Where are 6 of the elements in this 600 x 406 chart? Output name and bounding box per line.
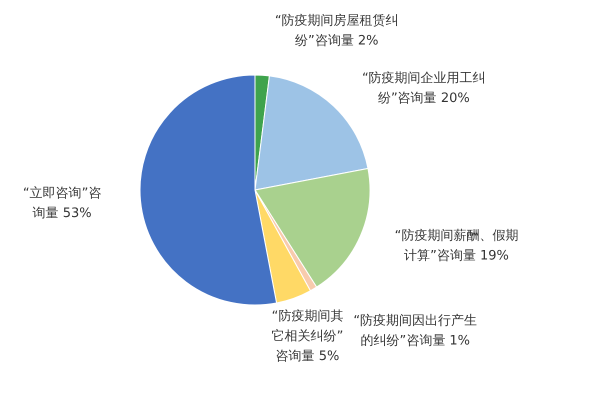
slice-label: “防疫期间其它相关纠纷”咨询量 5% (272, 308, 344, 364)
slice-label: “防疫期间房屋租赁纠纷”咨询量 2% (274, 12, 399, 48)
slice-label: “防疫期间薪酬、假期计算”咨询量 19% (394, 228, 518, 264)
slice-label: “防疫期间企业用工纠纷”咨询量 20% (362, 70, 486, 106)
slice-label: “防疫期间因出行产生的纠纷”咨询量 1% (353, 314, 478, 349)
slice-label: “立即咨询”咨询量 53% (22, 185, 102, 222)
